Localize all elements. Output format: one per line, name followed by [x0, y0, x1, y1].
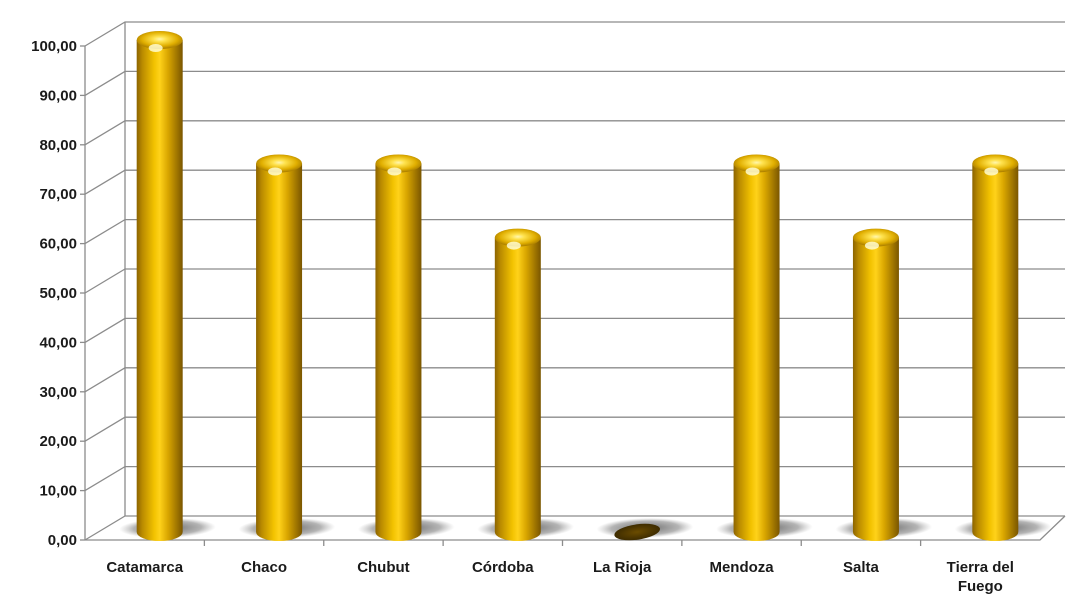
- x-tick-label: Salta: [843, 559, 880, 576]
- bar-highlight: [745, 167, 760, 176]
- bars-layer: [119, 31, 1052, 541]
- gridline: [84, 268, 1065, 294]
- y-tick-label: 10,00: [39, 483, 77, 500]
- bar: [375, 163, 422, 541]
- bar-cap: [375, 154, 422, 173]
- bar: [614, 523, 660, 541]
- bar-highlight: [387, 167, 402, 176]
- y-tick-label: 60,00: [39, 236, 77, 253]
- x-tick-label: Córdoba: [472, 559, 534, 576]
- bar-cap: [136, 31, 183, 49]
- x-tick-label: Mendoza: [709, 559, 774, 576]
- gridline: [84, 465, 1065, 492]
- bar: [136, 40, 183, 541]
- y-tick-label: 80,00: [39, 137, 77, 154]
- x-tick-label: Chaco: [241, 559, 287, 576]
- bar: [733, 163, 780, 541]
- x-tick-label: Catamarca: [106, 559, 183, 576]
- gridline: [84, 169, 1065, 195]
- labels-layer: 0,00 10,00 20,00 30,00 40,00 50,00 60,00 70,00 8…: [31, 38, 1014, 595]
- y-tick-label: 70,00: [39, 186, 77, 203]
- x-tick-label: La Rioja: [593, 559, 652, 576]
- gridline: [84, 21, 1065, 47]
- bar-highlight: [864, 241, 879, 250]
- x-tick-label: Chubut: [357, 559, 409, 576]
- axis-layer: [80, 22, 1066, 546]
- grid-layer: [84, 21, 1065, 541]
- y-tick-label: 20,00: [39, 433, 77, 450]
- gridline: [84, 120, 1065, 146]
- bar: [494, 237, 541, 541]
- gridline: [84, 218, 1065, 245]
- bar: [972, 163, 1019, 541]
- gridline: [84, 367, 1065, 393]
- bar-cap: [852, 228, 899, 247]
- bar-highlight: [506, 241, 521, 250]
- bar: [256, 163, 303, 541]
- bar-cap: [733, 154, 780, 173]
- y-tick-label: 0,00: [48, 532, 77, 549]
- gridline: [84, 416, 1065, 442]
- gridline: [84, 317, 1065, 343]
- y-tick-label: 50,00: [39, 285, 77, 302]
- y-tick-label: 90,00: [39, 87, 77, 104]
- y-tick-label: 30,00: [39, 384, 77, 401]
- bar: [852, 237, 899, 541]
- bar-highlight: [984, 167, 999, 176]
- gridline: [84, 70, 1065, 96]
- bar-highlight: [268, 167, 283, 176]
- bar-cap: [494, 228, 541, 247]
- x-tick-label: Tierra del Fuego: [947, 559, 1014, 595]
- y-tick-label: 40,00: [39, 334, 77, 351]
- bar-highlight: [148, 44, 163, 52]
- bar-cap: [256, 154, 303, 173]
- y-tick-label: 100,00: [31, 38, 77, 55]
- bar-cap: [972, 154, 1019, 173]
